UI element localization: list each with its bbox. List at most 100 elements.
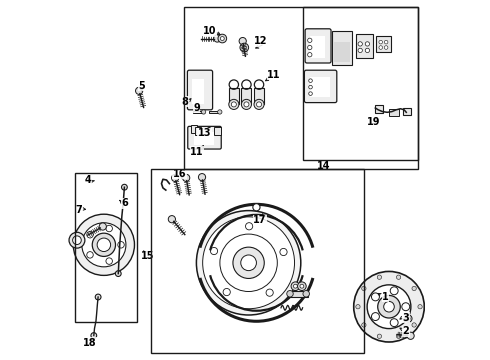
Circle shape [379, 46, 383, 49]
Circle shape [371, 293, 379, 301]
Text: 3: 3 [403, 312, 409, 323]
Circle shape [106, 225, 112, 232]
Circle shape [365, 48, 369, 53]
Text: 14: 14 [317, 161, 330, 171]
Circle shape [297, 282, 306, 291]
Circle shape [358, 48, 363, 53]
Bar [195, 127, 201, 135]
Circle shape [287, 291, 293, 297]
Bar [215, 127, 221, 135]
Circle shape [412, 286, 416, 291]
FancyBboxPatch shape [305, 29, 331, 63]
Text: 1: 1 [382, 292, 389, 302]
Circle shape [223, 288, 230, 296]
Circle shape [407, 317, 410, 320]
FancyBboxPatch shape [188, 126, 221, 149]
Circle shape [239, 37, 246, 45]
Circle shape [233, 247, 264, 279]
Circle shape [218, 110, 222, 114]
Circle shape [308, 53, 312, 57]
Bar [75, 173, 137, 322]
Circle shape [365, 42, 369, 46]
Bar [310, 77, 330, 97]
Circle shape [253, 204, 260, 211]
Circle shape [377, 275, 382, 279]
Circle shape [396, 275, 401, 279]
Circle shape [116, 271, 121, 276]
Text: 15: 15 [141, 251, 154, 261]
Circle shape [294, 284, 297, 288]
Circle shape [240, 43, 248, 52]
Circle shape [358, 42, 363, 46]
Bar [310, 36, 325, 58]
Bar [389, 109, 399, 116]
Circle shape [378, 296, 400, 318]
Text: 17: 17 [253, 215, 267, 225]
Circle shape [243, 46, 246, 49]
Text: 11: 11 [267, 69, 281, 80]
Circle shape [402, 303, 410, 311]
Text: 4: 4 [85, 175, 92, 185]
Circle shape [168, 216, 175, 223]
Text: 2: 2 [403, 326, 409, 336]
Circle shape [245, 223, 253, 230]
Circle shape [354, 271, 424, 342]
Bar [229, 88, 239, 104]
Text: 10: 10 [203, 26, 217, 36]
Circle shape [82, 223, 126, 267]
Circle shape [254, 99, 264, 109]
Bar [192, 79, 204, 104]
Circle shape [407, 332, 414, 339]
Circle shape [203, 217, 294, 309]
Circle shape [210, 247, 218, 255]
Circle shape [229, 99, 239, 109]
Text: 6: 6 [121, 198, 128, 208]
Circle shape [172, 174, 179, 181]
Circle shape [266, 289, 273, 296]
Circle shape [99, 223, 106, 230]
Bar [356, 34, 373, 58]
Circle shape [418, 305, 422, 309]
Text: 12: 12 [254, 36, 268, 46]
Circle shape [308, 38, 312, 42]
Circle shape [241, 255, 256, 271]
Circle shape [231, 102, 236, 107]
Circle shape [95, 294, 101, 300]
Circle shape [367, 285, 411, 329]
Circle shape [257, 102, 262, 107]
Circle shape [73, 236, 81, 244]
Bar [303, 7, 418, 160]
Circle shape [362, 286, 366, 291]
Bar [332, 31, 352, 65]
Circle shape [362, 323, 366, 327]
Circle shape [242, 99, 251, 109]
Circle shape [87, 231, 93, 238]
Circle shape [218, 34, 227, 43]
Circle shape [118, 242, 124, 248]
Circle shape [87, 252, 93, 258]
Circle shape [303, 291, 310, 297]
Circle shape [356, 305, 360, 309]
Circle shape [136, 87, 143, 94]
Bar [209, 111, 220, 113]
Circle shape [198, 174, 206, 181]
Circle shape [309, 85, 312, 89]
Circle shape [196, 211, 301, 315]
Text: 18: 18 [83, 338, 97, 348]
Bar [151, 169, 364, 353]
Bar [334, 42, 350, 62]
Circle shape [300, 284, 304, 288]
Bar [191, 125, 197, 133]
Circle shape [122, 184, 127, 190]
Text: 9: 9 [193, 103, 200, 113]
Circle shape [377, 334, 382, 338]
Circle shape [201, 110, 206, 114]
Circle shape [97, 238, 111, 252]
Bar [242, 88, 251, 104]
Bar [376, 36, 391, 52]
Text: 7: 7 [75, 204, 82, 215]
Circle shape [384, 301, 394, 312]
Bar [254, 88, 264, 104]
Circle shape [412, 323, 416, 327]
FancyBboxPatch shape [187, 70, 213, 110]
